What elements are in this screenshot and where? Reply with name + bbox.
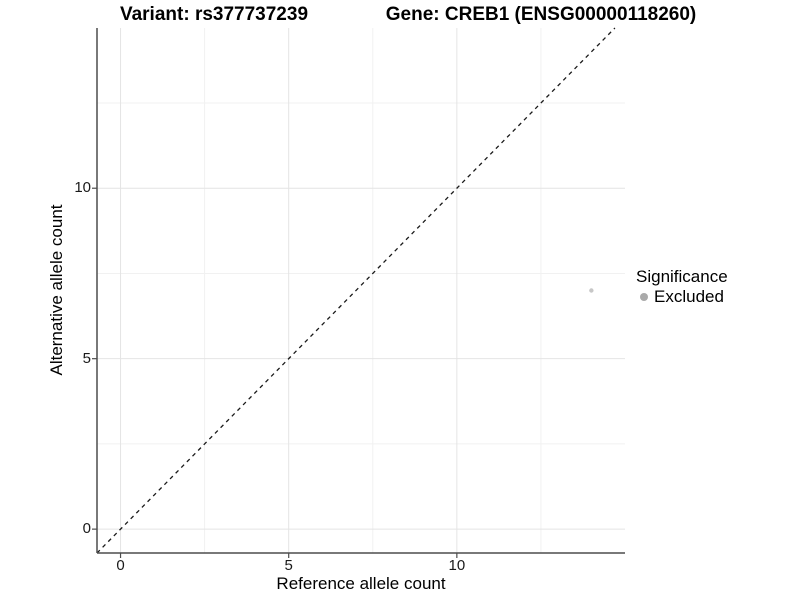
y-tick-label: 0 [82,520,91,538]
data-point [589,288,594,293]
y-axis-title: Alternative allele count [47,204,66,376]
plot-title-variant: Variant: rs377737239 [119,4,309,25]
x-axis-title: Reference allele count [276,574,446,593]
legend: Significance Excluded [636,267,728,306]
x-tick-label: 5 [284,557,293,574]
legend-item: Excluded [636,287,728,306]
plot-title-gene: Gene: CREB1 (ENSG00000118260) [385,4,697,25]
y-tick-label: 5 [82,349,91,367]
legend-key-dot-icon [640,292,648,301]
legend-item-label: Excluded [654,287,724,306]
x-tick-label: 0 [116,557,125,574]
identity-reference-line [96,27,616,554]
y-tick-label: 10 [74,179,91,197]
legend-items: Excluded [636,287,728,306]
x-tick-label: 10 [448,557,466,574]
legend-title: Significance [636,267,728,286]
